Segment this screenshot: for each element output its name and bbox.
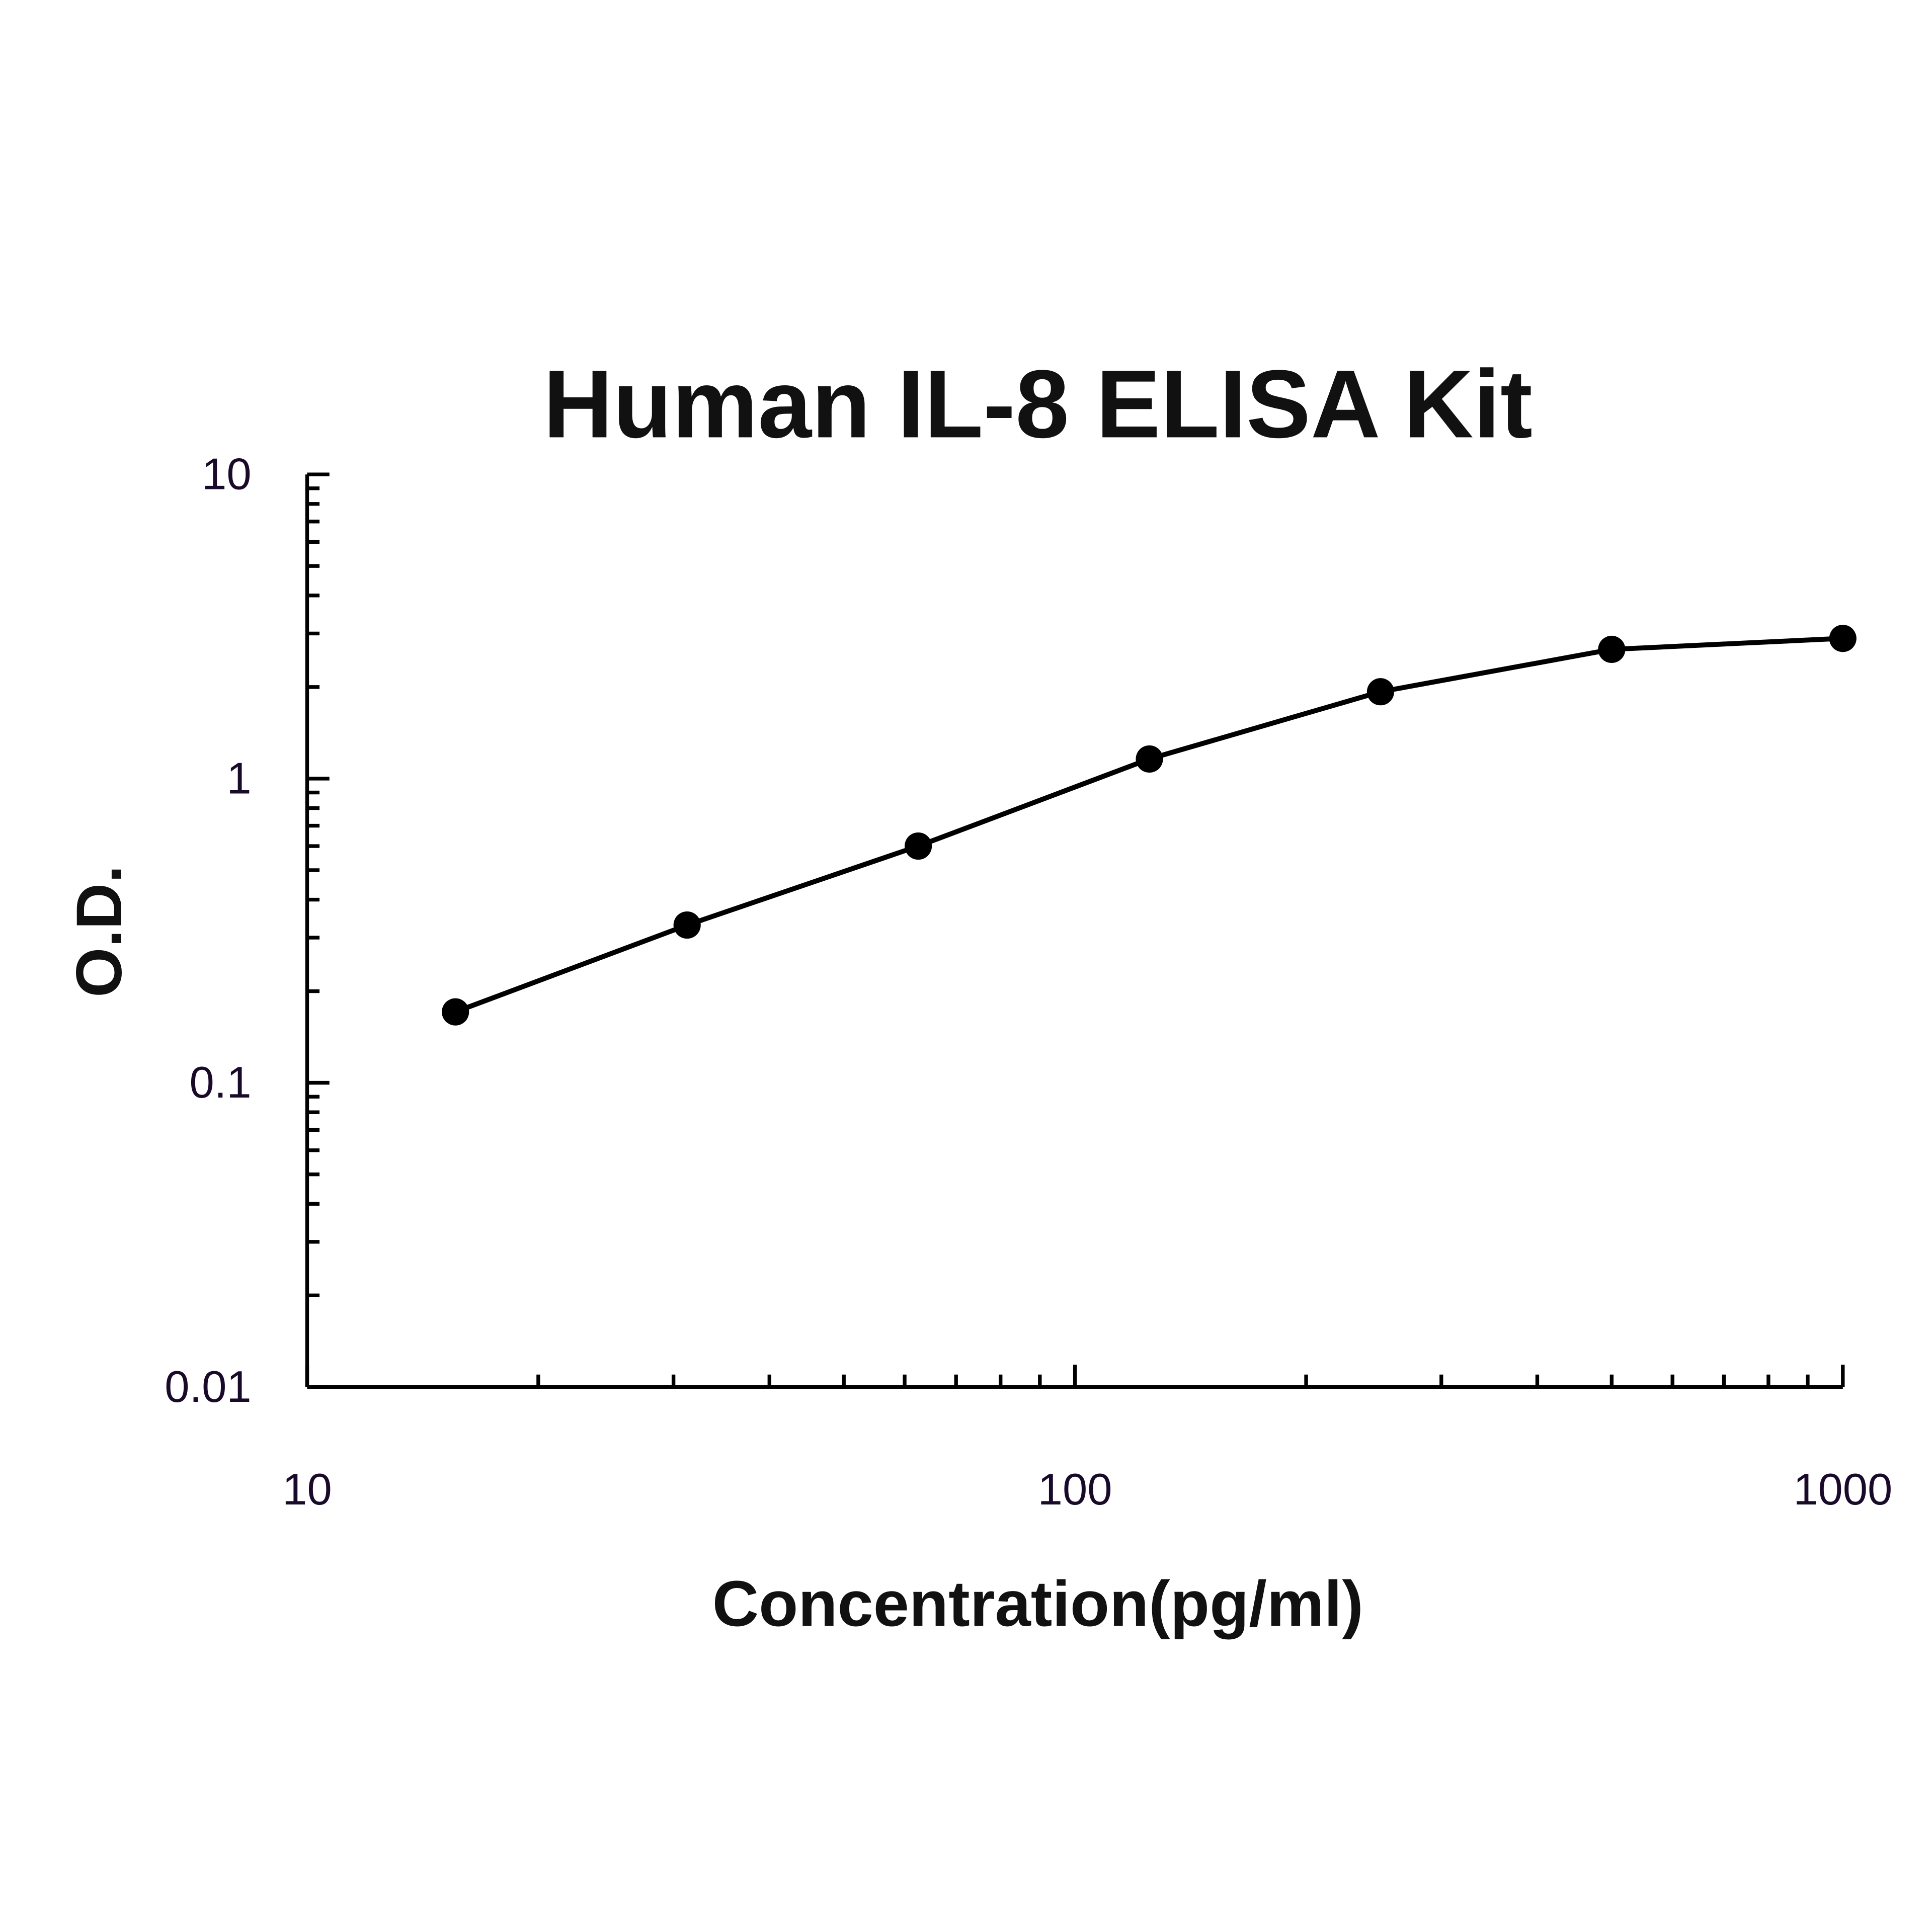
x-tick-label: 1000	[1793, 1464, 1892, 1514]
x-axis-label: Concentration(pg/ml)	[712, 1568, 1363, 1640]
data-point	[1829, 625, 1857, 652]
y-tick-label: 1	[226, 753, 251, 803]
chart-title: Human IL-8 ELISA Kit	[543, 350, 1533, 458]
data-point	[442, 998, 469, 1026]
data-point	[1366, 678, 1395, 706]
y-axis-label: O.D.	[63, 865, 135, 997]
data-point	[1136, 745, 1163, 773]
y-tick-label: 0.01	[165, 1362, 251, 1411]
data-point	[1598, 635, 1626, 663]
x-tick-label: 10	[282, 1464, 332, 1514]
y-tick-label: 10	[202, 449, 252, 499]
y-tick-label: 0.1	[190, 1057, 252, 1107]
x-tick-label: 100	[1038, 1464, 1112, 1514]
data-point	[905, 832, 932, 860]
data-point	[673, 911, 701, 939]
